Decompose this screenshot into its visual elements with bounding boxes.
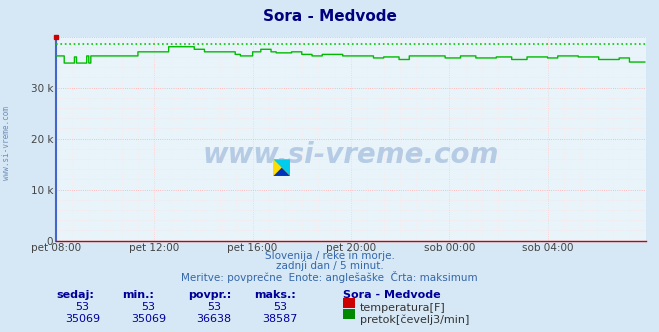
Polygon shape xyxy=(273,159,290,176)
Text: Slovenija / reke in morje.: Slovenija / reke in morje. xyxy=(264,251,395,261)
Text: maks.:: maks.: xyxy=(254,290,295,300)
Text: 36638: 36638 xyxy=(196,314,232,324)
Text: www.si-vreme.com: www.si-vreme.com xyxy=(203,141,499,169)
Text: Sora - Medvode: Sora - Medvode xyxy=(343,290,440,300)
Text: 38587: 38587 xyxy=(262,314,298,324)
Text: povpr.:: povpr.: xyxy=(188,290,231,300)
Text: min.:: min.: xyxy=(122,290,154,300)
Text: 53: 53 xyxy=(75,302,90,312)
Text: 35069: 35069 xyxy=(130,314,166,324)
Text: Sora - Medvode: Sora - Medvode xyxy=(262,9,397,24)
Text: temperatura[F]: temperatura[F] xyxy=(360,303,445,313)
Text: 35069: 35069 xyxy=(65,314,100,324)
Text: www.si-vreme.com: www.si-vreme.com xyxy=(2,106,11,180)
Text: zadnji dan / 5 minut.: zadnji dan / 5 minut. xyxy=(275,261,384,271)
Polygon shape xyxy=(273,168,290,176)
Text: 53: 53 xyxy=(273,302,287,312)
Text: sedaj:: sedaj: xyxy=(56,290,94,300)
Text: 53: 53 xyxy=(141,302,156,312)
Text: pretok[čevelj3/min]: pretok[čevelj3/min] xyxy=(360,314,469,325)
Text: 53: 53 xyxy=(207,302,221,312)
Text: Meritve: povprečne  Enote: anglešaške  Črta: maksimum: Meritve: povprečne Enote: anglešaške Črt… xyxy=(181,271,478,283)
